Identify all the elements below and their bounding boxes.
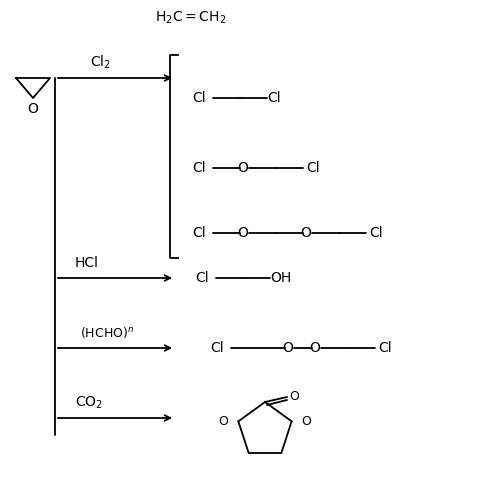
Text: Cl: Cl	[210, 341, 224, 355]
Text: Cl: Cl	[369, 226, 382, 240]
Text: Cl: Cl	[195, 271, 208, 285]
Text: Cl: Cl	[306, 161, 320, 175]
Text: Cl: Cl	[192, 226, 205, 240]
Text: O: O	[302, 415, 312, 428]
Text: O: O	[238, 161, 248, 175]
Text: O: O	[310, 341, 320, 355]
Text: Cl$_2$: Cl$_2$	[90, 53, 111, 71]
Text: Cl: Cl	[267, 91, 280, 105]
Text: O: O	[28, 102, 38, 116]
Text: O: O	[300, 226, 312, 240]
Text: Cl: Cl	[192, 161, 205, 175]
Text: O: O	[289, 390, 299, 404]
Text: HCl: HCl	[75, 256, 99, 270]
Text: O: O	[282, 341, 294, 355]
Text: Cl: Cl	[192, 91, 205, 105]
Text: OH: OH	[270, 271, 291, 285]
Text: H$_2$C$=$CH$_2$: H$_2$C$=$CH$_2$	[155, 10, 226, 26]
Text: O: O	[218, 415, 228, 428]
Text: Cl: Cl	[378, 341, 392, 355]
Text: O: O	[238, 226, 248, 240]
Text: CO$_2$: CO$_2$	[75, 395, 103, 411]
Text: (HCHO)$^n$: (HCHO)$^n$	[80, 325, 134, 341]
